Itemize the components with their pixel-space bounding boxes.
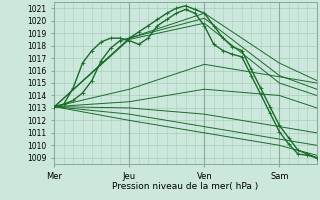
X-axis label: Pression niveau de la mer( hPa ): Pression niveau de la mer( hPa ) <box>112 182 259 191</box>
